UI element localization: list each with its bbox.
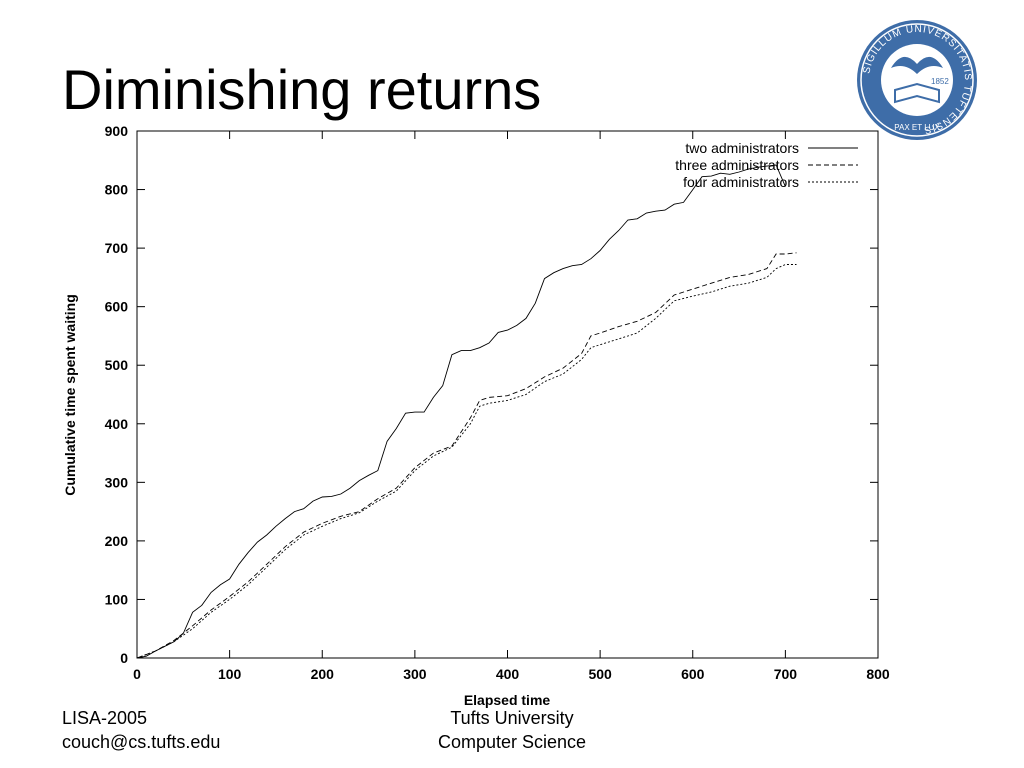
series-line-3 xyxy=(136,264,797,659)
y-tick-label: 600 xyxy=(105,299,129,315)
x-axis-label: Elapsed time xyxy=(464,692,551,708)
plot-frame xyxy=(136,130,879,659)
x-tick-label: 0 xyxy=(133,666,141,682)
seal-year: 1852 xyxy=(931,77,949,86)
y-tick-label: 0 xyxy=(120,650,128,666)
y-tick-label: 200 xyxy=(105,533,129,549)
y-tick-label: 300 xyxy=(105,474,129,490)
x-tick-label: 600 xyxy=(681,666,705,682)
x-tick-label: 800 xyxy=(866,666,890,682)
footer-center: Tufts University Computer Science xyxy=(412,706,612,754)
footer-department: Computer Science xyxy=(437,732,587,752)
y-axis-label: Cumulative time spent waiting xyxy=(62,294,78,495)
y-tick-label: 900 xyxy=(105,123,129,139)
x-tick-label: 700 xyxy=(774,666,798,682)
x-tick-label: 400 xyxy=(496,666,520,682)
legend-label: three administrators xyxy=(675,157,799,173)
footer-university: Tufts University xyxy=(450,708,574,728)
y-tick-label: 500 xyxy=(105,357,129,373)
seal-motto: PAX ET LUX xyxy=(894,123,940,132)
book-icon xyxy=(894,82,940,104)
dove-icon xyxy=(891,56,943,74)
footer-email[interactable]: couch@cs.tufts.edu xyxy=(62,732,221,752)
axes: 0 100 200 300 400 500 600 700 800 0 100 200 300 400 50… xyxy=(105,123,890,682)
university-seal-icon: SIGILLUM UNIVERSITATIS TUFTENSIS 1852 PA… xyxy=(857,20,977,140)
x-tick-label: 500 xyxy=(588,666,612,682)
footer-event: LISA-2005 xyxy=(62,708,148,728)
slide-title: Diminishing returns xyxy=(62,58,542,121)
y-tick-label: 800 xyxy=(105,182,129,198)
y-tick-label: 100 xyxy=(105,591,129,607)
legend-label: four administrators xyxy=(683,174,799,190)
legend-label: two administrators xyxy=(685,140,799,156)
footer-left: LISA-2005 couch@cs.tufts.edu xyxy=(62,706,220,754)
x-tick-label: 100 xyxy=(218,666,242,682)
series-line-2 xyxy=(136,252,797,659)
y-tick-label: 400 xyxy=(105,416,129,432)
series-line-1 xyxy=(136,164,786,659)
x-tick-label: 200 xyxy=(311,666,335,682)
y-tick-label: 700 xyxy=(105,240,129,256)
series-lines xyxy=(136,164,797,659)
x-tick-label: 300 xyxy=(403,666,427,682)
